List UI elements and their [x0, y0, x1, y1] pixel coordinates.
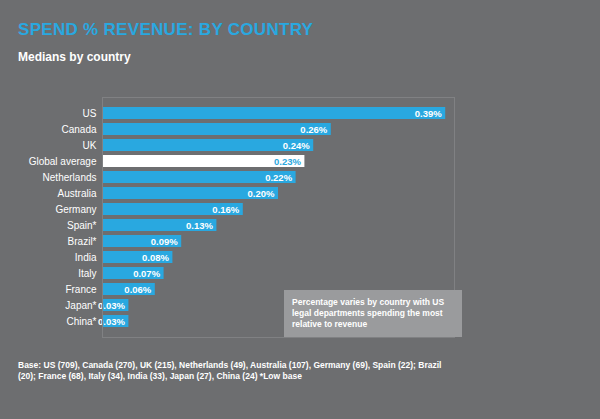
svg-text:0.23%: 0.23%: [274, 156, 301, 167]
html-text:Percentage varies by country w: Percentage varies by country with US leg…: [292, 297, 445, 329]
svg-text:US: US: [83, 108, 97, 119]
svg-text:Spain*: Spain*: [67, 220, 97, 231]
svg-text:0.06%: 0.06%: [124, 284, 151, 295]
svg-text:0.03%: 0.03%: [98, 315, 125, 327]
svg-text:Japan*: Japan*: [65, 300, 96, 311]
svg-text:0.26%: 0.26%: [300, 124, 327, 135]
svg-text:Canada: Canada: [61, 124, 96, 135]
svg-text:France: France: [65, 284, 97, 295]
svg-text:0.03%: 0.03%: [98, 299, 125, 311]
html-text:SPEND % REVENUE: BY COUNTRY: SPEND % REVENUE: BY COUNTRY: [18, 20, 314, 39]
html-text:Medians by country: Medians by country: [18, 50, 131, 64]
svg-text:Netherlands: Netherlands: [43, 172, 97, 183]
svg-text:0.07%: 0.07%: [133, 268, 160, 279]
svg-text:0.22%: 0.22%: [265, 172, 292, 183]
svg-text:Global average: Global average: [29, 156, 97, 167]
svg-text:UK: UK: [83, 140, 97, 151]
svg-text:Australia: Australia: [58, 188, 97, 199]
svg-text:India: India: [75, 252, 97, 263]
svg-text:0.09%: 0.09%: [151, 236, 178, 247]
svg-text:Germany: Germany: [55, 204, 96, 215]
svg-text:0.24%: 0.24%: [283, 140, 310, 151]
svg-text:0.13%: 0.13%: [186, 220, 213, 231]
svg-text:Brazil*: Brazil*: [68, 236, 97, 247]
svg-text:0.16%: 0.16%: [212, 204, 239, 215]
html-text:Base: US (709), Canada (270),: Base: US (709), Canada (270), UK (215), …: [18, 360, 442, 381]
svg-text:China*: China*: [66, 316, 96, 327]
svg-text:Italy: Italy: [78, 268, 96, 279]
svg-text:0.08%: 0.08%: [142, 252, 169, 263]
svg-text:0.39%: 0.39%: [415, 108, 442, 119]
svg-text:0.20%: 0.20%: [248, 188, 275, 199]
